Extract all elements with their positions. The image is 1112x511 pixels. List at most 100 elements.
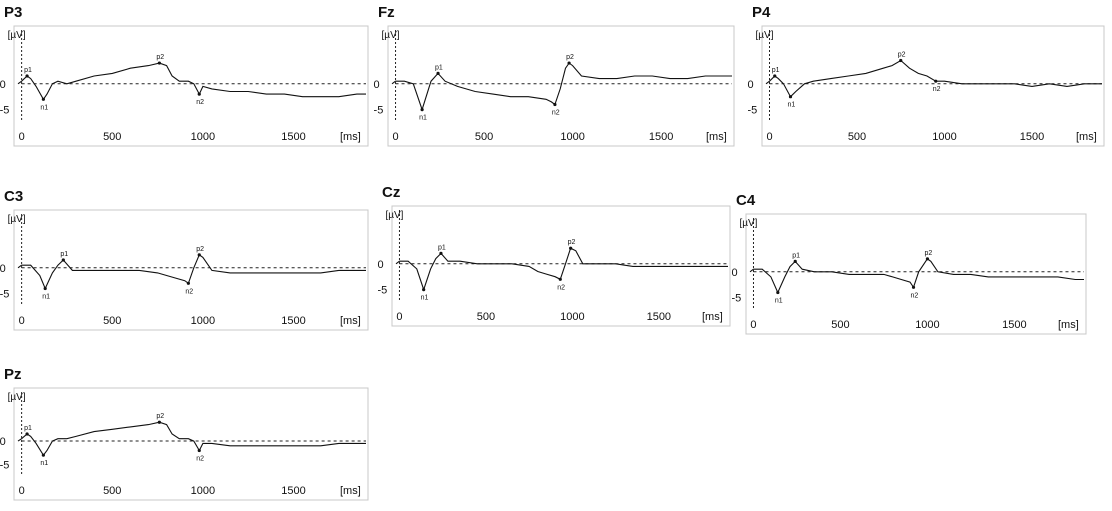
peak-marker [925,257,930,261]
peak-label: p2 [924,250,932,257]
peak-marker [61,258,65,262]
peak-label: n2 [911,292,919,299]
peak-label: p1 [435,64,443,71]
peak-marker [558,277,562,281]
peak-marker [553,102,557,107]
x-tick-label: 1500 [281,315,305,327]
x-tick-label: 1500 [1020,131,1044,143]
erp-plot: [µV] [ms] 0 -5 0 500 1000 1500 n1 p1 n2 p2 [748,25,1105,147]
y-axis-unit: [µV] [8,214,26,225]
peak-marker [43,286,47,291]
y-axis-unit: [µV] [8,392,26,403]
x-tick-label: 1500 [649,131,673,143]
y-tick-label: -5 [377,285,387,297]
peak-label: p2 [568,239,576,246]
x-tick-label: 1500 [647,311,671,323]
peak-label: p1 [24,67,32,74]
y-tick-label: -5 [0,460,9,472]
erp-trace-line [17,62,366,101]
x-tick-label: 500 [475,131,493,143]
peak-label: p2 [196,246,204,253]
x-tick-label: 1000 [560,131,584,143]
plot-frame [745,213,1087,335]
peak-label: p2 [156,413,164,420]
x-tick-label: 1000 [932,131,956,143]
x-tick-label: 0 [19,315,25,327]
peak-label: n1 [419,115,427,122]
x-tick-label: 1000 [915,319,939,331]
peak-label: n2 [557,284,565,291]
peak-label: n2 [185,288,193,295]
x-tick-label: 0 [19,485,25,497]
electrode-label: C4 [736,192,756,209]
x-tick-label: 500 [103,315,121,327]
y-tick-label: 0 [731,267,737,279]
x-axis-unit: [ms] [706,131,727,143]
y-tick-label: 0 [0,436,6,448]
erp-plot: [µV] [ms] 0 -5 0 500 1000 1500 n1 p1 n2 p2 [374,25,735,147]
peak-label: n1 [775,297,783,304]
x-tick-label: 0 [19,131,25,143]
erp-panel-c3: C3 [µV] [ms] 0 -5 0 500 1000 1500 n1 p1 n2 p2 [0,188,372,338]
electrode-label: C3 [4,188,24,205]
x-tick-label: 500 [477,311,495,323]
peak-label: n1 [40,460,48,467]
peak-label: p1 [438,244,446,251]
peak-marker [41,97,45,101]
peak-label: n2 [552,109,560,116]
x-tick-label: 1000 [191,315,215,327]
y-tick-label: -5 [374,105,384,117]
erp-panel-fz: Fz [µV] [ms] 0 -5 0 500 1000 1500 n1 p1 n2 p2 [374,4,738,154]
x-tick-label: 0 [766,131,772,143]
erp-panel-c4: C4 [µV] [ms] 0 -5 0 500 1000 1500 n1 p1 n2 p2 [731,192,1090,342]
y-axis-unit: [µV] [8,30,26,41]
peak-marker [197,92,201,96]
plot-frame [13,25,369,147]
erp-plot: [µV] [ms] 0 -5 0 500 1000 1500 n1 p1 n2 p2 [0,209,369,331]
peak-marker [157,420,161,424]
y-tick-label: 0 [377,259,383,271]
x-tick-label: 1500 [281,131,305,143]
plot-frame [13,387,369,501]
peak-label: p1 [772,67,780,74]
peak-marker [793,259,797,264]
peak-marker [25,74,29,78]
y-tick-label: 0 [0,79,6,91]
y-tick-label: 0 [748,79,754,91]
erp-plot: [µV] [ms] 0 -5 0 500 1000 1500 n1 p1 n2 p2 [0,25,369,147]
erp-trace-line [391,62,732,112]
x-tick-label: 500 [848,131,866,143]
erp-panel-pz: Pz [µV] [ms] 0 -5 0 500 1000 1500 n1 p1 n2 p2 [0,366,372,508]
x-axis-unit: [ms] [1076,131,1097,143]
peak-marker [436,71,440,76]
y-axis-unit: [µV] [385,210,403,221]
peak-label: p2 [156,54,164,61]
y-tick-label: -5 [731,293,741,305]
erp-trace-line [17,421,366,457]
electrode-label: P4 [752,4,771,21]
peak-label: p1 [24,425,32,432]
peak-label: p2 [898,51,906,58]
erp-plot: [µV] [ms] 0 -5 0 500 1000 1500 n1 p1 n2 p2 [731,213,1087,335]
y-axis-unit: [µV] [382,30,400,41]
x-tick-label: 1500 [281,485,305,497]
electrode-label: Fz [378,4,395,21]
erp-panel-p4: P4 [µV] [ms] 0 -5 0 500 1000 1500 n1 p1 n2 p2 [748,4,1108,154]
peak-marker [197,448,201,453]
peak-label: n2 [196,455,204,462]
peak-marker [420,108,424,112]
peak-label: n2 [933,86,941,93]
plot-frame [761,25,1105,147]
peak-label: p1 [60,251,68,258]
x-tick-label: 0 [392,131,398,143]
electrode-label: P3 [4,4,23,21]
x-tick-label: 1000 [560,311,584,323]
electrode-label: Cz [382,184,401,201]
peak-marker [911,285,916,289]
peak-marker [567,61,571,65]
x-tick-label: 500 [103,131,121,143]
x-tick-label: 0 [750,319,756,331]
peak-label: n1 [421,295,429,302]
erp-panel-cz: Cz [µV] [ms] 0 -5 0 500 1000 1500 n1 p1 n2 p2 [377,184,734,334]
plot-frame [13,209,369,331]
